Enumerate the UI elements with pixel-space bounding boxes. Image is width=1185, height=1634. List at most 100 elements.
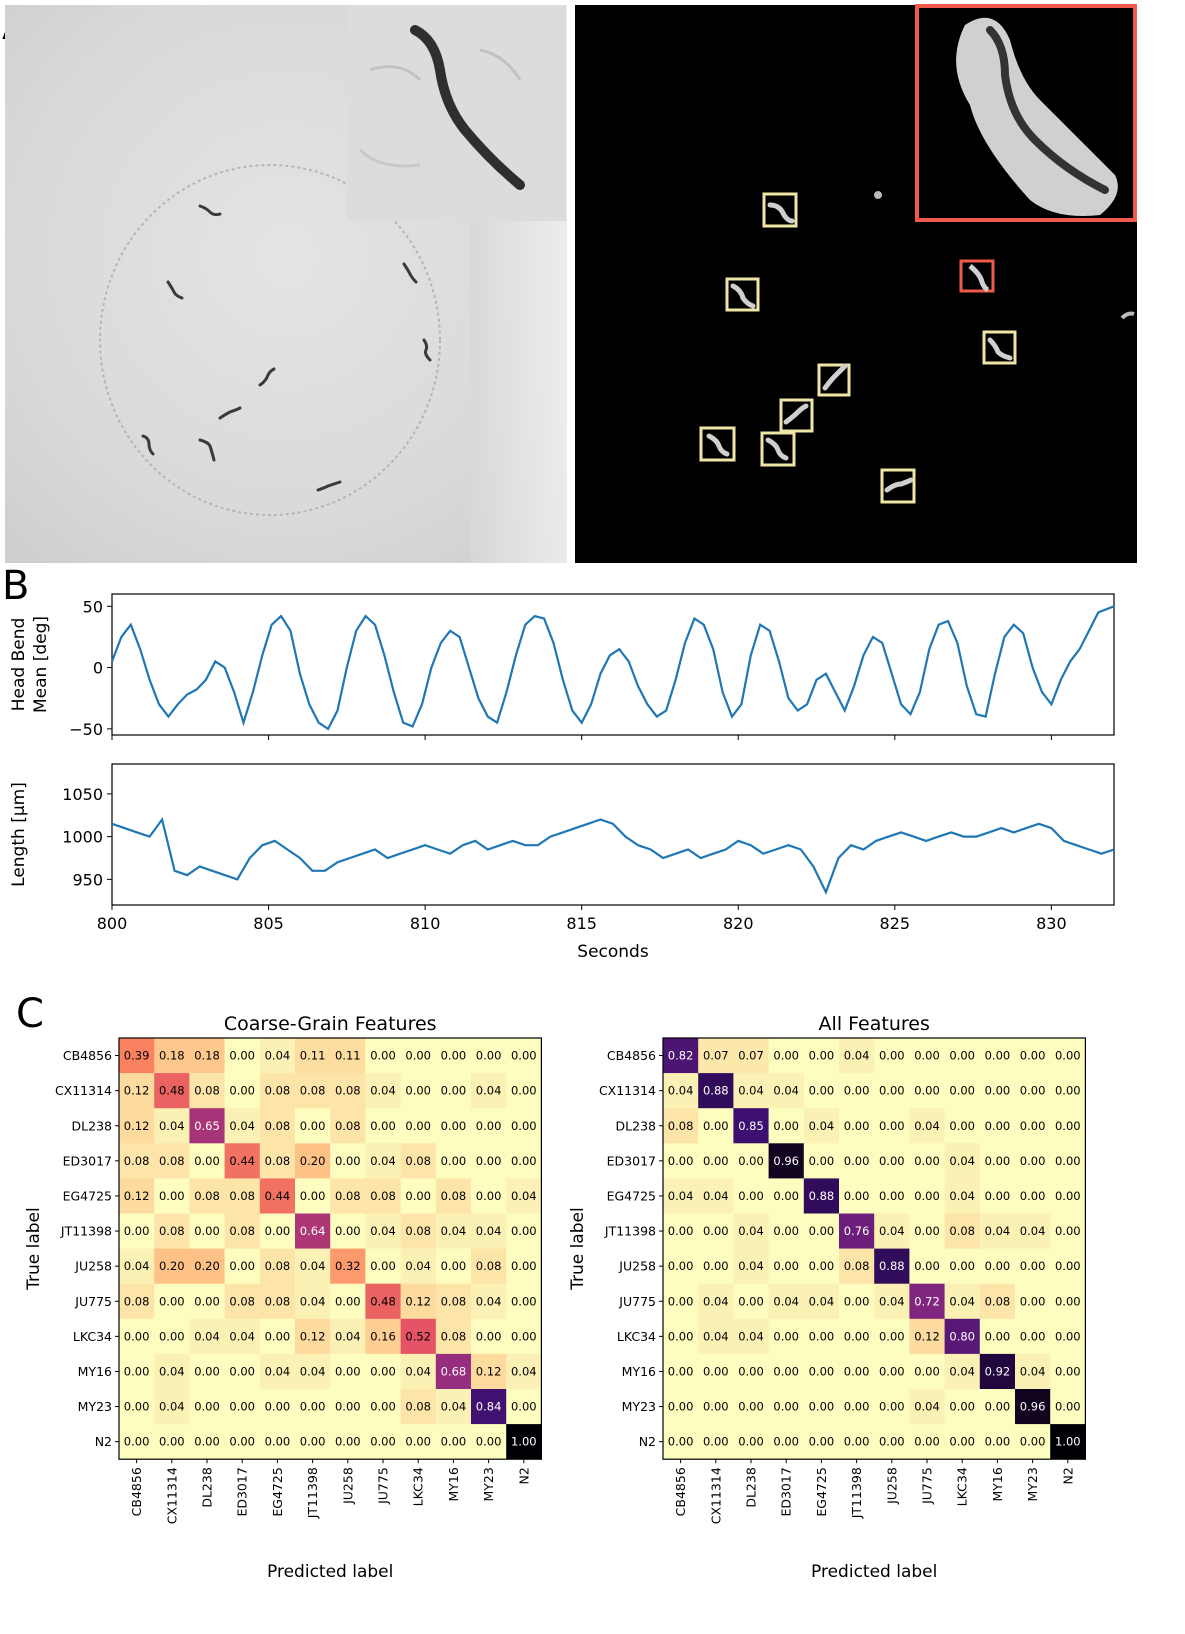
- matrix-cell-value: 0.00: [229, 1400, 255, 1414]
- matrix-cell-value: 0.00: [809, 1400, 835, 1414]
- row-label: LKC34: [73, 1329, 112, 1344]
- matrix-cell-value: 0.00: [159, 1294, 185, 1308]
- matrix-cell-value: 0.00: [809, 1049, 835, 1063]
- row-label: N2: [639, 1434, 656, 1449]
- matrix-cell: [733, 1389, 769, 1425]
- matrix-cell-value: 0.00: [985, 1400, 1011, 1414]
- matrix-cell: [1050, 1424, 1086, 1460]
- matrix-cell-value: 0.00: [441, 1119, 467, 1133]
- matrix-cell: [768, 1073, 805, 1109]
- col-label: ED3017: [235, 1467, 250, 1516]
- matrix-cell: [803, 1038, 840, 1074]
- matrix-cell: [1015, 1213, 1051, 1249]
- matrix-cell-value: 0.00: [773, 1119, 799, 1133]
- matrix-cell-value: 0.20: [194, 1259, 220, 1273]
- row-label: MY23: [78, 1399, 112, 1414]
- matrix-cell: [698, 1038, 734, 1074]
- matrix-cell: [400, 1318, 437, 1355]
- matrix-cell: [839, 1318, 875, 1355]
- x-tick-label: 800: [97, 914, 128, 933]
- head-bend-series-line: [110, 605, 1115, 731]
- matrix-cell-value: 0.00: [844, 1294, 870, 1308]
- matrix-cell-value: 0.00: [405, 1435, 431, 1449]
- matrix-cell-value: 0.00: [300, 1119, 326, 1133]
- matrix-cell-value: 0.04: [441, 1224, 467, 1238]
- col-label: MY23: [481, 1467, 496, 1501]
- matrix-cell-value: 0.00: [879, 1364, 905, 1378]
- matrix-cell-value: 0.00: [879, 1119, 905, 1133]
- matrix-cell-value: 0.00: [844, 1329, 870, 1343]
- matrix-cell: [803, 1248, 840, 1284]
- matrix-cell: [365, 1108, 401, 1144]
- matrix-cell: [1015, 1108, 1051, 1144]
- matrix-cell-value: 0.00: [441, 1435, 467, 1449]
- matrix-cell: [330, 1108, 366, 1144]
- matrix-cell-value: 1.00: [1055, 1435, 1081, 1449]
- matrix-cell-value: 0.00: [229, 1084, 255, 1098]
- matrix-cell-value: 0.00: [949, 1119, 975, 1133]
- matrix-cell: [471, 1143, 507, 1179]
- matrix-cell: [698, 1143, 734, 1179]
- worm-group: [141, 204, 432, 492]
- matrix-cell-value: 0.04: [738, 1084, 764, 1098]
- matrix-cell: [1050, 1389, 1086, 1425]
- matrix-cell-value: 0.00: [441, 1259, 467, 1273]
- matrix-cell-value: 0.00: [809, 1154, 835, 1168]
- matrix-cell: [733, 1178, 769, 1214]
- matrix-cell-value: 0.88: [879, 1259, 905, 1273]
- matrix-cell: [1015, 1353, 1051, 1390]
- col-label: DL238: [744, 1467, 759, 1507]
- matrix-cell: [119, 1213, 155, 1249]
- col-label: LKC34: [411, 1467, 426, 1506]
- line-charts: 50 0 −50 Head Bend Mean [deg] 1050 1000 950 800 8…: [9, 593, 1115, 962]
- matrix-cell: [874, 1283, 910, 1320]
- matrix-cell: [330, 1248, 366, 1284]
- matrix-cell: [733, 1108, 769, 1144]
- matrix-cell-value: 0.65: [194, 1119, 220, 1133]
- matrix-cell: [365, 1283, 401, 1320]
- detection-boxes: [699, 192, 1017, 504]
- matrix-cell-value: 0.08: [124, 1154, 150, 1168]
- coarse-x-axis-label: Predicted label: [267, 1562, 393, 1582]
- matrix-cell: [365, 1424, 401, 1460]
- matrix-cell: [1015, 1073, 1051, 1109]
- matrix-cell: [119, 1248, 155, 1284]
- matrix-cell-value: 0.00: [370, 1435, 396, 1449]
- matrix-cell: [435, 1318, 472, 1355]
- matrix-cell-value: 0.04: [985, 1224, 1011, 1238]
- matrix-cell: [803, 1389, 840, 1425]
- matrix-cell-value: 0.32: [335, 1259, 361, 1273]
- matrix-cell: [768, 1038, 805, 1074]
- row-label: MY23: [622, 1399, 656, 1414]
- matrix-cell: [944, 1038, 981, 1074]
- matrix-cell: [909, 1108, 945, 1144]
- row-label: EG4725: [607, 1188, 656, 1203]
- col-label: JU258: [340, 1467, 355, 1505]
- matrix-cell-value: 0.00: [405, 1049, 431, 1063]
- matrix-cell: [874, 1353, 910, 1390]
- matrix-cell-value: 0.00: [124, 1435, 150, 1449]
- matrix-cell-value: 0.04: [159, 1119, 185, 1133]
- matrix-cell-value: 0.00: [773, 1400, 799, 1414]
- row-label: N2: [95, 1434, 112, 1449]
- matrix-cell-value: 0.04: [773, 1084, 799, 1098]
- matrix-cell-value: 0.48: [159, 1084, 185, 1098]
- matrix-cell: [189, 1318, 225, 1355]
- matrix-cell-value: 0.00: [124, 1400, 150, 1414]
- matrix-cell: [295, 1353, 331, 1390]
- microscope-image: [5, 5, 567, 563]
- matrix-cell-value: 0.00: [844, 1084, 870, 1098]
- matrix-cell-value: 0.00: [879, 1329, 905, 1343]
- matrix-cell-value: 0.00: [194, 1224, 220, 1238]
- matrix-cell-value: 0.00: [914, 1084, 940, 1098]
- matrix-cell-value: 0.04: [668, 1084, 694, 1098]
- matrix-cell: [874, 1389, 910, 1425]
- matrix-cell: [435, 1424, 472, 1460]
- matrix-cell-value: 0.00: [229, 1435, 255, 1449]
- matrix-cell: [400, 1424, 437, 1460]
- matrix-cell: [295, 1038, 331, 1074]
- matrix-cell-value: 0.00: [1020, 1294, 1046, 1308]
- matrix-cell-value: 0.00: [949, 1435, 975, 1449]
- matrix-cell-value: 0.04: [476, 1294, 502, 1308]
- row-label: CX11314: [599, 1083, 656, 1098]
